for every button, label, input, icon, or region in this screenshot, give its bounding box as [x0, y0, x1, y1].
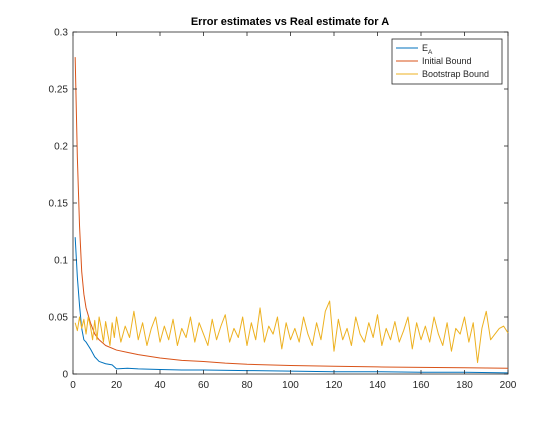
- chart-title: Error estimates vs Real estimate for A: [191, 16, 389, 28]
- x-tick-label: 120: [326, 380, 343, 391]
- x-tick-label: 20: [111, 380, 123, 391]
- x-tick-label: 140: [369, 380, 386, 391]
- y-tick-label: 0.1: [54, 256, 68, 267]
- y-tick-label: 0.3: [54, 28, 68, 39]
- plot-area: [72, 31, 509, 375]
- x-tick-label: 40: [154, 380, 166, 391]
- legend-label-1: Initial Bound: [422, 56, 472, 66]
- series-line-2: [74, 300, 509, 364]
- x-tick-label: 180: [456, 380, 473, 391]
- legend-label-2: Bootstrap Bound: [422, 69, 489, 79]
- y-tick-label: 0.2: [54, 142, 68, 153]
- legend-label-0: EA: [422, 43, 433, 56]
- y-tick-label: 0.25: [49, 85, 69, 96]
- x-tick-label: 0: [70, 380, 76, 391]
- y-tick-label: 0.15: [49, 199, 69, 210]
- x-tick-label: 60: [198, 380, 210, 391]
- x-tick-label: 200: [500, 380, 517, 391]
- x-tick-label: 160: [413, 380, 430, 391]
- y-tick-label: 0.05: [49, 313, 69, 324]
- x-tick-label: 80: [241, 380, 253, 391]
- y-tick-label: 0: [62, 370, 68, 381]
- x-tick-label: 100: [282, 380, 299, 391]
- axes-layer: 0 20 40 60 80 100 120 140 160 180 200 0 0.05 0.1 0.15 0…: [49, 28, 517, 392]
- series-line-1: [74, 57, 509, 369]
